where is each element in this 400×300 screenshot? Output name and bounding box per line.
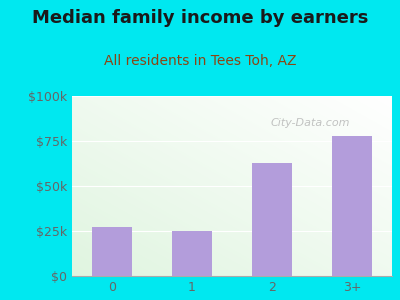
Text: Median family income by earners: Median family income by earners xyxy=(32,9,368,27)
Bar xyxy=(92,227,132,276)
Text: City-Data.com: City-Data.com xyxy=(270,118,350,128)
Bar xyxy=(172,231,212,276)
Bar xyxy=(332,136,372,276)
Bar xyxy=(252,163,292,276)
Text: All residents in Tees Toh, AZ: All residents in Tees Toh, AZ xyxy=(104,54,296,68)
